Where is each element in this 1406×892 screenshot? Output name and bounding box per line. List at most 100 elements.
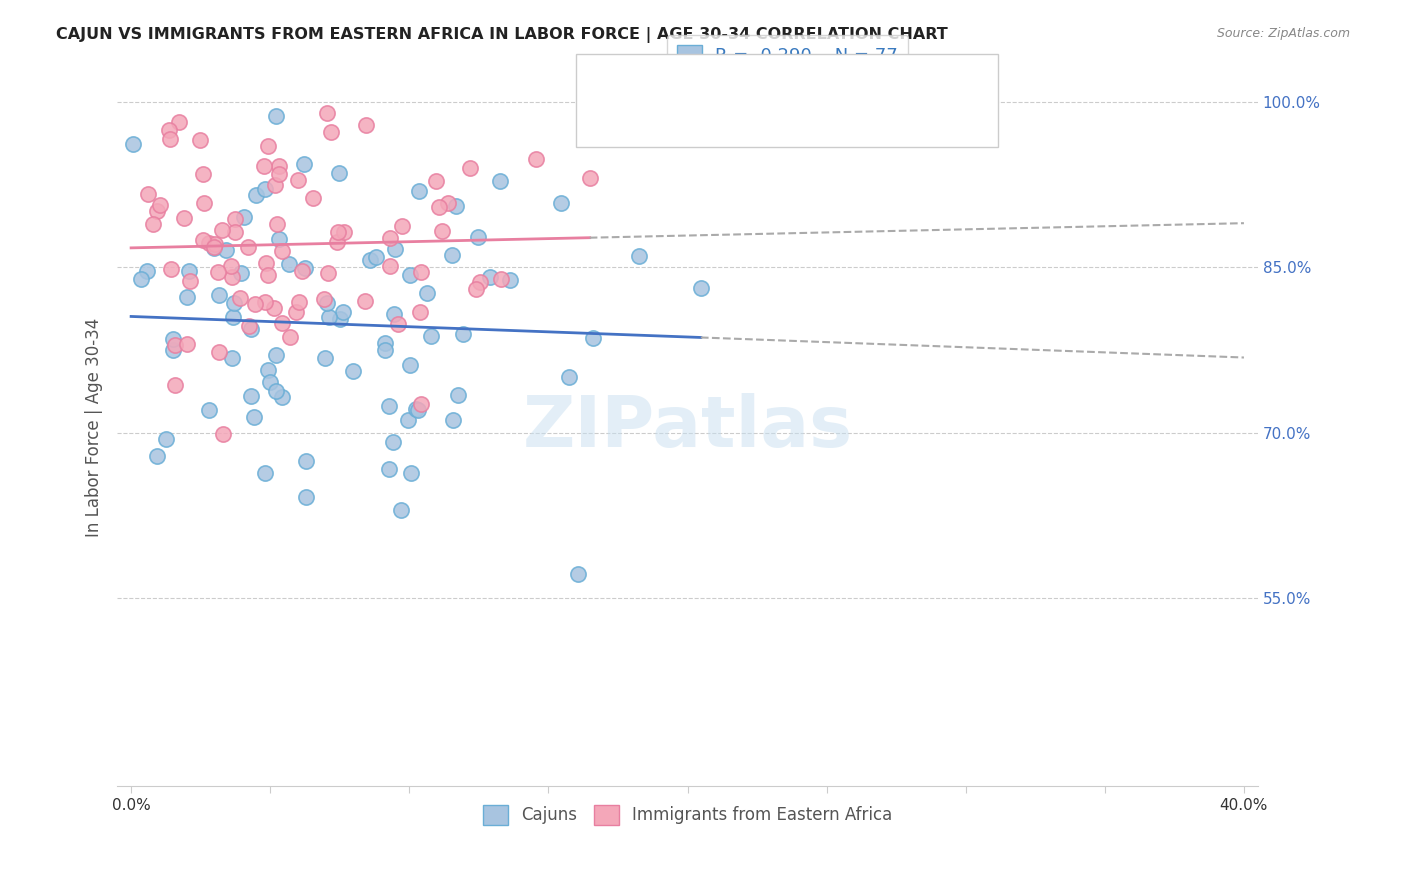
Point: [267, 232, 290, 246]
Point: [142, 217, 165, 231]
Point: [271, 244, 294, 259]
Point: [384, 242, 406, 256]
Point: [458, 161, 481, 176]
Point: [578, 171, 600, 186]
Point: [315, 106, 337, 120]
Point: [329, 311, 352, 326]
Point: [408, 184, 430, 198]
Point: [253, 159, 276, 173]
Point: [239, 389, 262, 403]
Point: [558, 370, 581, 384]
Point: [257, 268, 280, 282]
Point: [294, 260, 316, 275]
Point: [489, 174, 512, 188]
Point: [211, 223, 233, 237]
Point: [295, 491, 318, 505]
Point: [278, 329, 301, 343]
Point: [353, 293, 375, 308]
Point: [259, 375, 281, 389]
Point: [409, 305, 432, 319]
Point: [159, 132, 181, 146]
Point: [176, 290, 198, 304]
Point: [427, 200, 450, 214]
Point: [155, 433, 177, 447]
Point: [179, 263, 201, 277]
Point: [478, 269, 501, 284]
Point: [374, 336, 396, 351]
Point: [193, 196, 215, 211]
Point: [387, 317, 409, 331]
Point: [467, 230, 489, 244]
Point: [198, 235, 221, 250]
Point: [328, 166, 350, 180]
Point: [271, 316, 294, 330]
Point: [441, 248, 464, 262]
Point: [266, 384, 288, 398]
Point: [271, 390, 294, 404]
Point: [292, 157, 315, 171]
Point: [215, 243, 238, 257]
Point: [432, 224, 454, 238]
Point: [437, 195, 460, 210]
Point: [354, 118, 377, 132]
Point: [489, 272, 512, 286]
Point: [382, 307, 405, 321]
Point: [316, 296, 339, 310]
Point: [136, 263, 159, 277]
Point: [444, 199, 467, 213]
Point: [374, 343, 396, 358]
Point: [229, 291, 252, 305]
Point: [253, 466, 276, 480]
Point: [204, 237, 226, 252]
Point: [243, 410, 266, 425]
Point: [254, 182, 277, 196]
Point: [405, 402, 427, 417]
Point: [245, 188, 267, 202]
Point: [342, 364, 364, 378]
Point: [163, 377, 186, 392]
Point: [149, 198, 172, 212]
Point: [319, 125, 342, 139]
Point: [221, 269, 243, 284]
Point: [287, 173, 309, 187]
Legend: Cajuns, Immigrants from Eastern Africa: Cajuns, Immigrants from Eastern Africa: [472, 795, 903, 835]
Point: [314, 351, 336, 365]
Point: [409, 265, 432, 279]
Point: [288, 294, 311, 309]
Point: [266, 217, 288, 231]
Point: [378, 231, 401, 245]
Point: [176, 337, 198, 351]
Point: [628, 249, 651, 263]
Text: ZIPatlas: ZIPatlas: [523, 392, 852, 462]
Point: [366, 251, 388, 265]
Point: [332, 304, 354, 318]
Point: [399, 268, 422, 282]
Point: [399, 358, 422, 372]
Point: [167, 115, 190, 129]
Y-axis label: In Labor Force | Age 30-34: In Labor Force | Age 30-34: [86, 318, 103, 537]
Point: [240, 322, 263, 336]
Point: [468, 275, 491, 289]
Point: [224, 296, 246, 310]
Point: [312, 293, 335, 307]
Point: [302, 191, 325, 205]
Point: [162, 343, 184, 357]
Point: [567, 566, 589, 581]
Point: [316, 266, 339, 280]
Point: [254, 256, 277, 270]
Point: [211, 427, 233, 442]
Point: [264, 109, 287, 123]
Point: [208, 288, 231, 302]
Point: [465, 282, 488, 296]
Text: CAJUN VS IMMIGRANTS FROM EASTERN AFRICA IN LABOR FORCE | AGE 30-34 CORRELATION C: CAJUN VS IMMIGRANTS FROM EASTERN AFRICA …: [56, 27, 948, 43]
Point: [441, 413, 464, 427]
Point: [382, 435, 405, 450]
Point: [389, 503, 412, 517]
Point: [229, 266, 252, 280]
Point: [163, 337, 186, 351]
Point: [263, 178, 285, 192]
Point: [157, 122, 180, 136]
Point: [359, 252, 381, 267]
Point: [689, 280, 711, 294]
Point: [253, 294, 276, 309]
